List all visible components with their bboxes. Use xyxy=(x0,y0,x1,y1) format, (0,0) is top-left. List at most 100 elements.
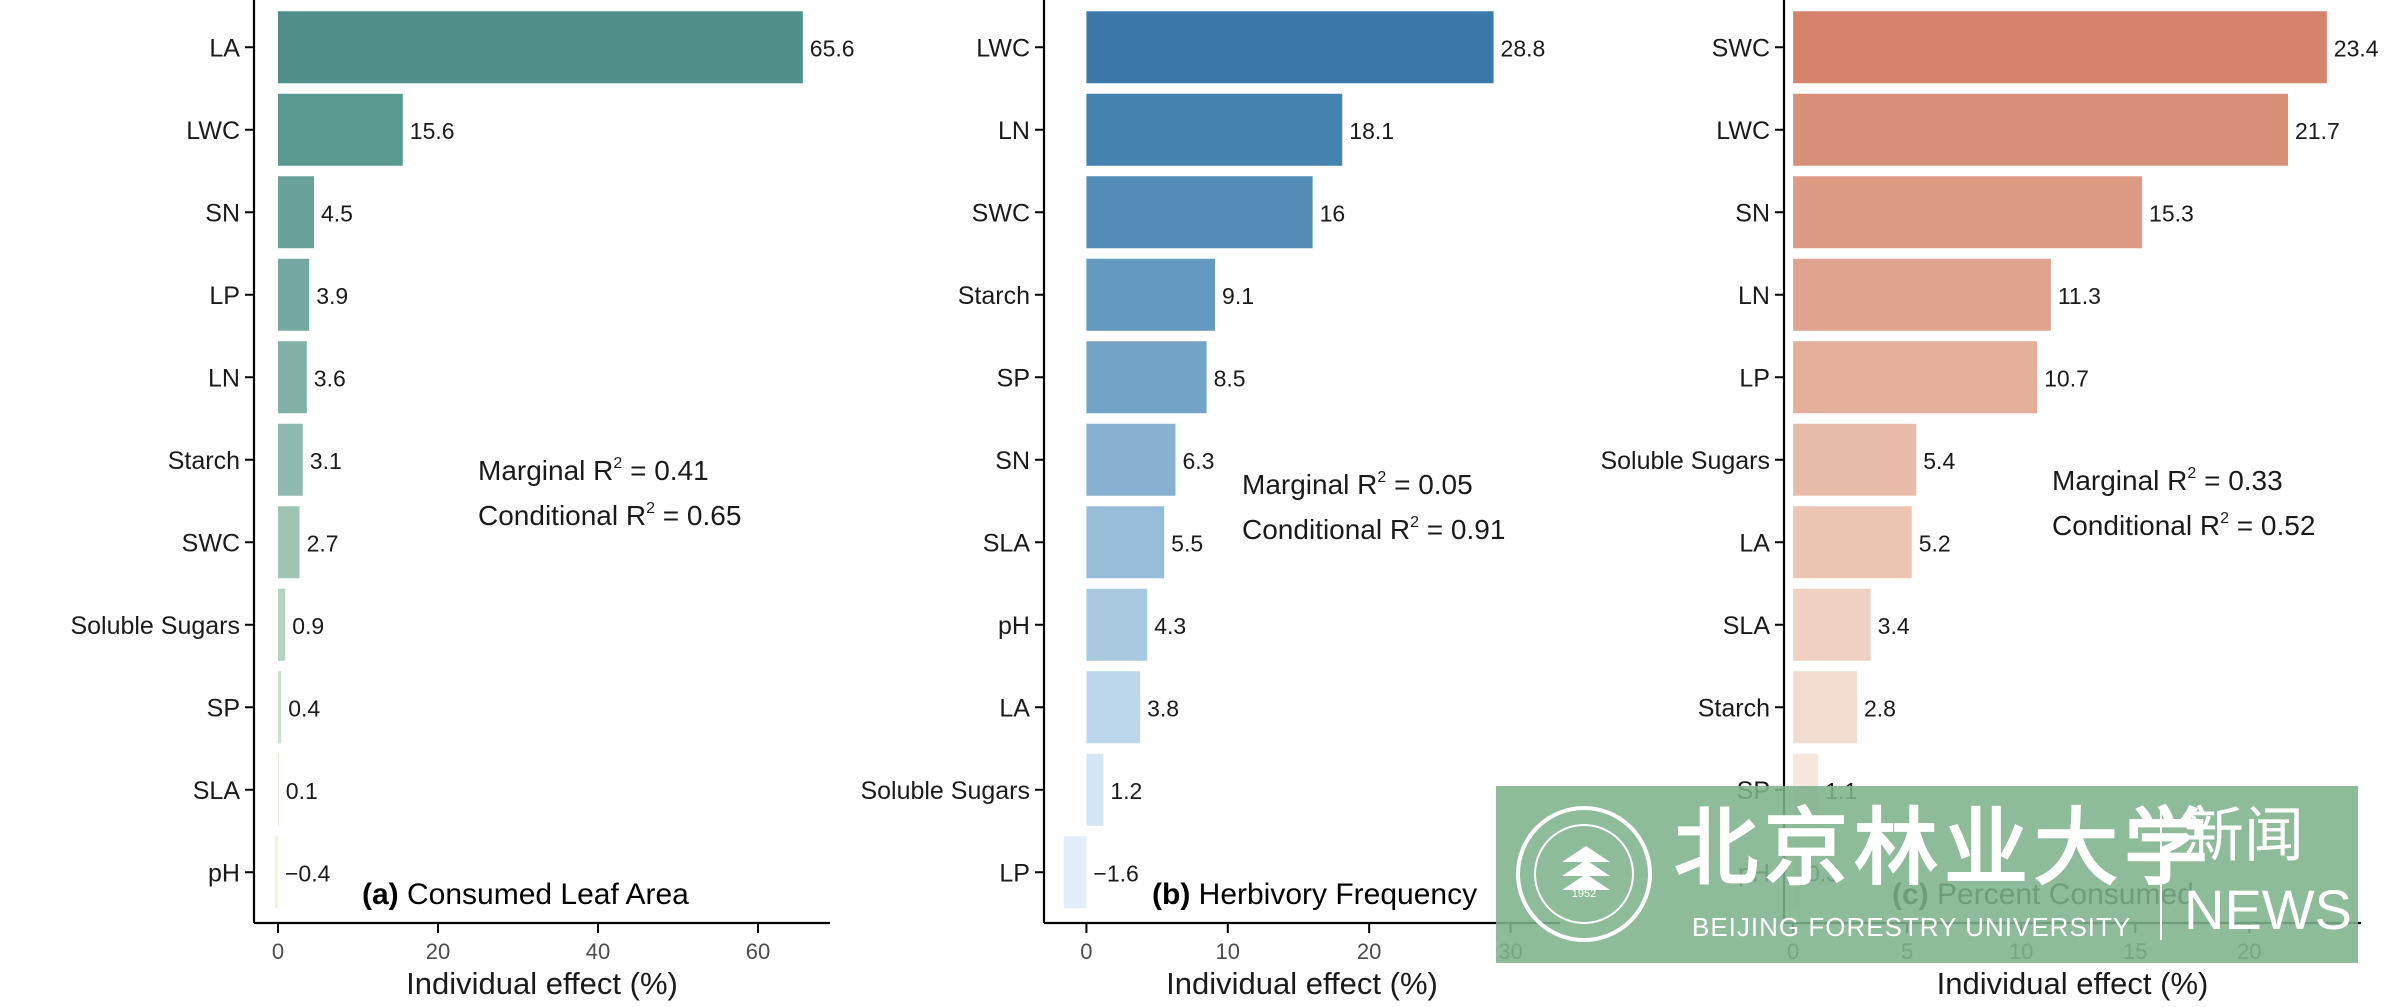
value-label: 28.8 xyxy=(1501,35,1546,61)
marginal-r2-label: Marginal R xyxy=(2052,465,2187,496)
news-label-english: NEWS xyxy=(2184,878,2352,941)
bar xyxy=(1086,753,1104,826)
x-axis-title: Individual effect (%) xyxy=(1166,966,1438,1001)
bar xyxy=(1793,588,1871,661)
university-name-english: BEIJING FORESTRY UNIVERSITY xyxy=(1692,912,2132,942)
conditional-r2-value: = 0.52 xyxy=(2229,510,2315,541)
x-axis-title: Individual effect (%) xyxy=(1937,966,2209,1001)
category-label: LA xyxy=(1739,529,1770,557)
x-tick-label: 40 xyxy=(586,939,610,964)
category-label: LA xyxy=(209,34,240,62)
category-label: SN xyxy=(1735,199,1770,227)
bar xyxy=(1793,671,1857,744)
category-label: LWC xyxy=(1716,117,1770,145)
value-label: 0.4 xyxy=(288,695,320,721)
panel-name: Consumed Leaf Area xyxy=(399,878,690,911)
category-label: SWC xyxy=(1712,34,1770,62)
value-label: 9.1 xyxy=(1222,283,1254,309)
university-news-watermark: 1952 北京林业大学 BEIJING FORESTRY UNIVERSITY … xyxy=(1496,786,2358,963)
marginal-r2-value: = 0.41 xyxy=(622,455,708,486)
x-tick-label: 60 xyxy=(746,939,770,964)
category-label: SP xyxy=(207,694,240,722)
bar xyxy=(1086,506,1165,579)
bar xyxy=(278,753,279,826)
conditional-r2-label: Conditional R xyxy=(1242,514,1410,545)
university-seal-icon: 1952 xyxy=(1516,806,1652,942)
category-label: SWC xyxy=(182,529,240,557)
panel-letter: (b) xyxy=(1152,878,1190,911)
marginal-r2-value: = 0.05 xyxy=(1386,469,1472,500)
category-label: LN xyxy=(998,117,1030,145)
bar xyxy=(1086,11,1494,84)
panel-title: (a) Consumed Leaf Area xyxy=(362,878,689,911)
value-label: −0.4 xyxy=(285,860,331,886)
category-label: LP xyxy=(209,282,240,310)
conditional-r2: Conditional R2 = 0.91 xyxy=(1242,514,1505,545)
bar xyxy=(1086,258,1216,331)
category-label: Soluble Sugars xyxy=(860,777,1030,805)
x-tick-label: 20 xyxy=(426,939,450,964)
category-label: Soluble Sugars xyxy=(70,612,240,640)
value-label: 3.6 xyxy=(314,365,346,391)
watermark-divider xyxy=(2160,810,2162,940)
conditional-r2: Conditional R2 = 0.52 xyxy=(2052,510,2315,541)
category-label: LP xyxy=(1739,364,1770,392)
value-label: 16 xyxy=(1320,200,1346,226)
chart-panels: LA 65.6 LWC 15.6 SN 4.5 LP 3.9 LN 3.6 Starch 3.1 SWC… xyxy=(70,0,2379,1001)
category-label: SP xyxy=(997,364,1030,392)
bar xyxy=(1793,176,2143,249)
bar xyxy=(1086,341,1207,414)
category-label: SN xyxy=(995,447,1030,475)
marginal-r2-label: Marginal R xyxy=(1242,469,1377,500)
bar xyxy=(274,836,278,909)
bar xyxy=(1086,93,1343,166)
x-tick-label: 20 xyxy=(1357,939,1381,964)
marginal-r2-label: Marginal R xyxy=(478,455,613,486)
value-label: 2.8 xyxy=(1864,695,1896,721)
bar xyxy=(1793,93,2289,166)
value-label: 65.6 xyxy=(810,35,855,61)
panel-letter: (a) xyxy=(362,878,399,911)
bar xyxy=(1086,423,1176,496)
marginal-r2: Marginal R2 = 0.05 xyxy=(1242,469,1473,500)
category-label: Starch xyxy=(1698,694,1770,722)
conditional-r2-label: Conditional R xyxy=(478,500,646,531)
conditional-r2-label: Conditional R xyxy=(2052,510,2220,541)
r2-superscript: 2 xyxy=(1377,469,1386,486)
category-label: Soluble Sugars xyxy=(1600,447,1770,475)
category-label: SLA xyxy=(1723,612,1771,640)
r2-superscript: 2 xyxy=(2220,510,2229,527)
value-label: 15.6 xyxy=(410,118,455,144)
value-label: 3.8 xyxy=(1147,695,1179,721)
value-label: 4.5 xyxy=(321,200,353,226)
bar xyxy=(278,176,314,249)
category-label: SLA xyxy=(983,529,1031,557)
category-label: pH xyxy=(998,612,1030,640)
marginal-r2-value: = 0.33 xyxy=(2196,465,2282,496)
value-label: 18.1 xyxy=(1349,118,1394,144)
category-label: LWC xyxy=(186,117,240,145)
category-label: LP xyxy=(999,859,1030,887)
value-label: 15.3 xyxy=(2149,200,2194,226)
conditional-r2-value: = 0.65 xyxy=(655,500,741,531)
news-label-chinese: 新闻 xyxy=(2184,802,2304,869)
category-label: Starch xyxy=(168,447,240,475)
x-tick-label: 0 xyxy=(1080,939,1092,964)
r2-superscript: 2 xyxy=(646,500,655,517)
category-label: SWC xyxy=(972,199,1030,227)
conditional-r2: Conditional R2 = 0.65 xyxy=(478,500,741,531)
marginal-r2: Marginal R2 = 0.33 xyxy=(2052,465,2283,496)
bar xyxy=(278,258,310,331)
bar xyxy=(1793,341,2038,414)
value-label: 2.7 xyxy=(307,530,339,556)
bar xyxy=(1086,671,1141,744)
category-label: Starch xyxy=(958,282,1030,310)
r2-superscript: 2 xyxy=(613,455,622,472)
value-label: 21.7 xyxy=(2295,118,2340,144)
value-label: 10.7 xyxy=(2044,365,2089,391)
bar xyxy=(1793,506,1912,579)
category-label: LA xyxy=(999,694,1030,722)
value-label: 3.4 xyxy=(1878,613,1910,639)
bar xyxy=(278,11,803,84)
